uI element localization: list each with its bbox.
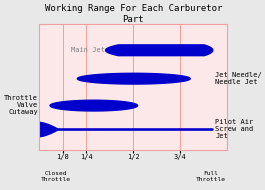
Text: Main Jet: Main Jet — [71, 47, 105, 53]
Title: Working Range For Each Carburetor
Part: Working Range For Each Carburetor Part — [45, 4, 222, 24]
Text: Full
Throttle: Full Throttle — [196, 172, 226, 182]
Text: Closed
Throttle: Closed Throttle — [41, 172, 71, 182]
Text: Pilot Air
Screw and
Jet: Pilot Air Screw and Jet — [215, 119, 253, 139]
Text: Jet Needle/
Needle Jet: Jet Needle/ Needle Jet — [215, 72, 262, 85]
Text: Throttle
Valve
Cutaway: Throttle Valve Cutaway — [4, 95, 38, 115]
